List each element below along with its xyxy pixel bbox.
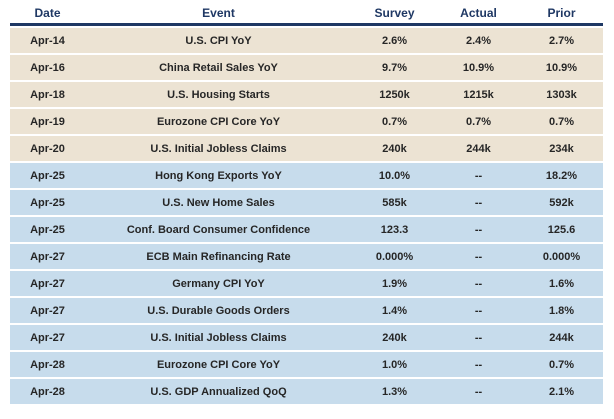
actual-cell: -- [437, 163, 520, 188]
date-cell: Apr-19 [10, 109, 85, 134]
event-cell: U.S. Initial Jobless Claims [85, 136, 352, 161]
survey-cell: 1.4% [352, 298, 437, 323]
actual-cell: -- [437, 244, 520, 269]
event-cell: Eurozone CPI Core YoY [85, 352, 352, 377]
prior-cell: 2.1% [520, 379, 603, 404]
date-cell: Apr-25 [10, 163, 85, 188]
prior-cell: 10.9% [520, 55, 603, 80]
prior-cell: 0.7% [520, 352, 603, 377]
survey-cell: 10.0% [352, 163, 437, 188]
prior-cell: 234k [520, 136, 603, 161]
table-row: Apr-27 ECB Main Refinancing Rate 0.000% … [10, 244, 603, 269]
date-cell: Apr-18 [10, 82, 85, 107]
actual-cell: 244k [437, 136, 520, 161]
table-row: Apr-27 Germany CPI YoY 1.9% -- 1.6% [10, 271, 603, 296]
actual-cell: -- [437, 217, 520, 242]
survey-cell: 2.6% [352, 28, 437, 53]
event-cell: Hong Kong Exports YoY [85, 163, 352, 188]
table-body: Apr-14 U.S. CPI YoY 2.6% 2.4% 2.7% Apr-1… [10, 28, 603, 404]
event-cell: Germany CPI YoY [85, 271, 352, 296]
survey-cell: 1250k [352, 82, 437, 107]
actual-cell: 2.4% [437, 28, 520, 53]
table-row: Apr-16 China Retail Sales YoY 9.7% 10.9%… [10, 55, 603, 80]
event-cell: Conf. Board Consumer Confidence [85, 217, 352, 242]
table-row: Apr-18 U.S. Housing Starts 1250k 1215k 1… [10, 82, 603, 107]
table-row: Apr-20 U.S. Initial Jobless Claims 240k … [10, 136, 603, 161]
event-cell: U.S. GDP Annualized QoQ [85, 379, 352, 404]
event-cell: U.S. Housing Starts [85, 82, 352, 107]
actual-cell: -- [437, 352, 520, 377]
date-cell: Apr-14 [10, 28, 85, 53]
table-row: Apr-25 Hong Kong Exports YoY 10.0% -- 18… [10, 163, 603, 188]
prior-cell: 2.7% [520, 28, 603, 53]
table-row: Apr-27 U.S. Durable Goods Orders 1.4% --… [10, 298, 603, 323]
prior-cell: 244k [520, 325, 603, 350]
actual-cell: -- [437, 190, 520, 215]
column-header-survey: Survey [352, 2, 437, 26]
survey-cell: 1.3% [352, 379, 437, 404]
date-cell: Apr-27 [10, 244, 85, 269]
survey-cell: 123.3 [352, 217, 437, 242]
prior-cell: 1.6% [520, 271, 603, 296]
prior-cell: 0.000% [520, 244, 603, 269]
table-row: Apr-14 U.S. CPI YoY 2.6% 2.4% 2.7% [10, 28, 603, 53]
date-cell: Apr-25 [10, 190, 85, 215]
column-header-actual: Actual [437, 2, 520, 26]
table-row: Apr-25 Conf. Board Consumer Confidence 1… [10, 217, 603, 242]
survey-cell: 9.7% [352, 55, 437, 80]
header-row: Date Event Survey Actual Prior [10, 2, 603, 26]
actual-cell: -- [437, 379, 520, 404]
event-cell: U.S. Durable Goods Orders [85, 298, 352, 323]
table-row: Apr-28 Eurozone CPI Core YoY 1.0% -- 0.7… [10, 352, 603, 377]
date-cell: Apr-28 [10, 352, 85, 377]
economic-calendar-table: Date Event Survey Actual Prior Apr-14 U.… [10, 0, 603, 406]
event-cell: U.S. CPI YoY [85, 28, 352, 53]
survey-cell: 1.0% [352, 352, 437, 377]
table-row: Apr-19 Eurozone CPI Core YoY 0.7% 0.7% 0… [10, 109, 603, 134]
table-row: Apr-28 U.S. GDP Annualized QoQ 1.3% -- 2… [10, 379, 603, 404]
actual-cell: -- [437, 325, 520, 350]
prior-cell: 0.7% [520, 109, 603, 134]
event-cell: Eurozone CPI Core YoY [85, 109, 352, 134]
table-header: Date Event Survey Actual Prior [10, 2, 603, 26]
actual-cell: 1215k [437, 82, 520, 107]
actual-cell: 10.9% [437, 55, 520, 80]
date-cell: Apr-20 [10, 136, 85, 161]
date-cell: Apr-27 [10, 325, 85, 350]
survey-cell: 0.7% [352, 109, 437, 134]
table-row: Apr-25 U.S. New Home Sales 585k -- 592k [10, 190, 603, 215]
actual-cell: 0.7% [437, 109, 520, 134]
survey-cell: 240k [352, 136, 437, 161]
event-cell: China Retail Sales YoY [85, 55, 352, 80]
event-cell: U.S. New Home Sales [85, 190, 352, 215]
prior-cell: 18.2% [520, 163, 603, 188]
column-header-event: Event [85, 2, 352, 26]
column-header-prior: Prior [520, 2, 603, 26]
column-header-date: Date [10, 2, 85, 26]
survey-cell: 0.000% [352, 244, 437, 269]
event-cell: U.S. Initial Jobless Claims [85, 325, 352, 350]
survey-cell: 585k [352, 190, 437, 215]
prior-cell: 1303k [520, 82, 603, 107]
survey-cell: 1.9% [352, 271, 437, 296]
date-cell: Apr-27 [10, 298, 85, 323]
table-row: Apr-27 U.S. Initial Jobless Claims 240k … [10, 325, 603, 350]
survey-cell: 240k [352, 325, 437, 350]
actual-cell: -- [437, 271, 520, 296]
prior-cell: 1.8% [520, 298, 603, 323]
prior-cell: 592k [520, 190, 603, 215]
actual-cell: -- [437, 298, 520, 323]
prior-cell: 125.6 [520, 217, 603, 242]
event-cell: ECB Main Refinancing Rate [85, 244, 352, 269]
date-cell: Apr-16 [10, 55, 85, 80]
date-cell: Apr-27 [10, 271, 85, 296]
date-cell: Apr-28 [10, 379, 85, 404]
date-cell: Apr-25 [10, 217, 85, 242]
